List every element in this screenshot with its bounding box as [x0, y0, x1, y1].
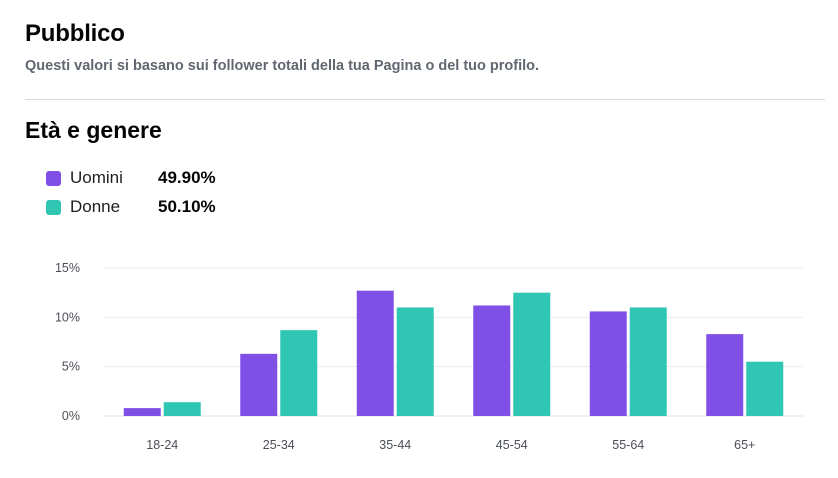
x-tick-label: 55-64	[612, 438, 644, 452]
x-tick-label: 35-44	[379, 438, 411, 452]
legend-label-women: Donne	[70, 197, 121, 216]
bar-men-35-44[interactable]	[356, 290, 394, 416]
chart-bars	[123, 290, 784, 416]
section-divider	[25, 99, 825, 100]
legend-label-men: Uomini	[70, 168, 123, 187]
bar-men-25-34[interactable]	[240, 353, 278, 416]
bar-men-55-64[interactable]	[589, 311, 627, 416]
legend-value-women: 50.10%	[158, 197, 216, 216]
y-axis-ticks: 0% 5% 10% 15%	[55, 261, 80, 423]
chart-gridlines	[104, 267, 803, 417]
legend-swatch-women	[46, 200, 61, 215]
bar-women-65plus[interactable]	[746, 361, 784, 416]
page-title: Pubblico	[25, 20, 125, 47]
bar-women-35-44[interactable]	[396, 307, 434, 416]
legend-swatch-men	[46, 171, 61, 186]
y-tick-label: 15%	[55, 261, 80, 275]
bar-men-45-54[interactable]	[473, 305, 511, 416]
bar-men-65plus[interactable]	[706, 334, 744, 416]
legend-item-women[interactable]: Donne 50.10%	[46, 197, 246, 226]
y-tick-label: 10%	[55, 310, 80, 324]
legend-value-men: 49.90%	[158, 168, 216, 187]
bar-women-55-64[interactable]	[629, 307, 667, 416]
y-tick-label: 5%	[62, 360, 80, 374]
x-tick-label: 45-54	[496, 438, 528, 452]
x-axis-ticks: 18-24 25-34 35-44 45-54 55-64 65+	[146, 438, 755, 452]
section-title: Età e genere	[25, 117, 162, 143]
x-tick-label: 25-34	[263, 438, 295, 452]
x-tick-label: 65+	[734, 438, 755, 452]
bar-women-18-24[interactable]	[163, 402, 201, 416]
bar-men-18-24[interactable]	[123, 408, 161, 416]
chart-legend: Uomini 49.90% Donne 50.10%	[46, 168, 246, 226]
x-tick-label: 18-24	[146, 438, 178, 452]
bar-women-25-34[interactable]	[280, 330, 318, 416]
legend-item-men[interactable]: Uomini 49.90%	[46, 168, 246, 197]
page-subtitle: Questi valori si basano sui follower tot…	[25, 58, 540, 74]
y-tick-label: 0%	[62, 409, 80, 423]
bar-women-45-54[interactable]	[513, 292, 551, 416]
